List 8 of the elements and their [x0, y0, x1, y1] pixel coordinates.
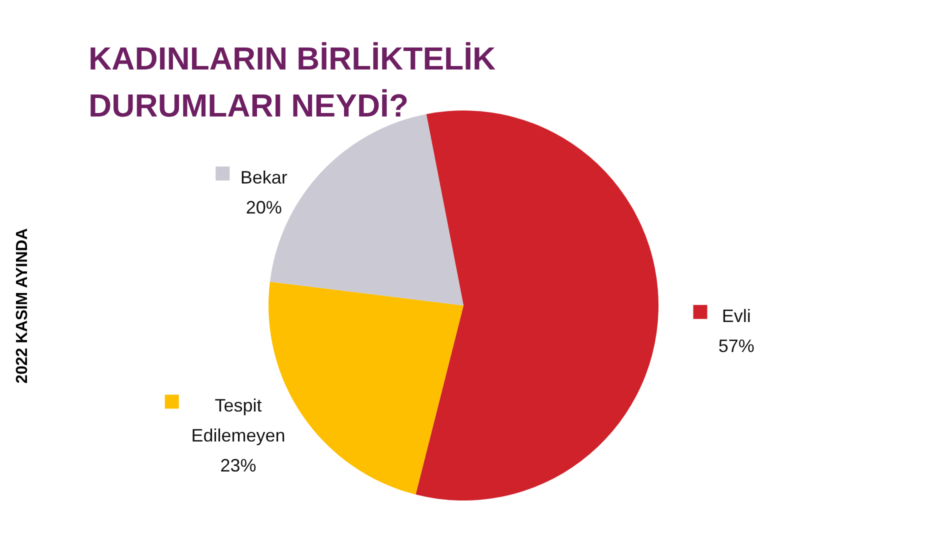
chart-title: KADINLARIN BİRLİKTELİK DURUMLARI NEYDİ?: [88, 40, 496, 124]
data-label: 23%: [220, 456, 256, 476]
legend-label: Evli: [722, 306, 751, 326]
text: 2022 KASIM AYINDA: [14, 228, 31, 384]
legend-label: Bekar: [240, 168, 288, 188]
data-label: 20%: [246, 198, 282, 218]
data-label: 57%: [718, 336, 754, 356]
legend-label: Tespit Edilemeyen: [191, 396, 286, 446]
